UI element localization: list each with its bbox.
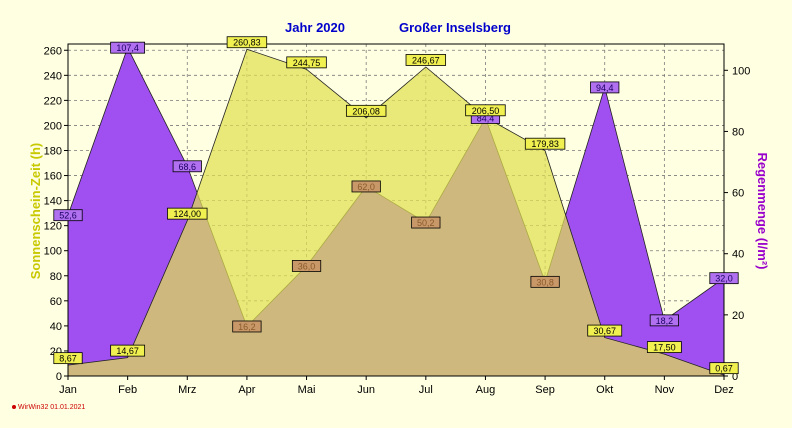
sunshine-data-label: 17,50 xyxy=(653,343,676,353)
y-left-tick-label: 100 xyxy=(44,246,62,258)
sunshine-data-label-box xyxy=(465,104,506,117)
y-left-tick-label: 160 xyxy=(44,171,62,183)
rain-data-label: 84,4 xyxy=(477,113,495,123)
rain-data-label: 68,6 xyxy=(179,162,197,172)
rain-data-label-box xyxy=(590,81,620,94)
rain-data-label-box xyxy=(53,209,83,222)
y-left-tick-label: 60 xyxy=(50,296,62,308)
rain-data-label: 32,0 xyxy=(715,274,733,284)
sunshine-data-label: 14,67 xyxy=(116,346,139,356)
rain-data-label: 52,6 xyxy=(59,211,77,221)
sunshine-area xyxy=(67,48,725,377)
sunshine-data-label: 206,08 xyxy=(352,106,380,116)
chart-subtitle: Großer Inselsberg xyxy=(399,20,511,35)
footer-text: WirWin32 01.01.2021 xyxy=(18,404,85,411)
rain-data-label-box xyxy=(709,272,739,285)
rain-data-label: 107,4 xyxy=(116,43,139,53)
sunshine-data-label: 206,50 xyxy=(472,106,500,116)
x-tick-label: Okt xyxy=(596,384,613,396)
y-right-tick-label: 100 xyxy=(732,65,750,77)
x-tick-label: Mai xyxy=(298,384,316,396)
data-labels: 52,6 107,4 68,6 16,2 36,0 62,0 50,2 84,4 30,8 94,… xyxy=(53,36,739,375)
x-tick-label: Apr xyxy=(238,384,255,396)
x-tick-label: Jan xyxy=(59,384,77,396)
rain-data-label-box xyxy=(232,320,262,333)
rain-data-label: 16,2 xyxy=(238,322,256,332)
x-tick-label: Sep xyxy=(535,384,555,396)
rain-data-label-box xyxy=(411,216,441,229)
x-tick-label: Jun xyxy=(357,384,375,396)
x-tick-label: Nov xyxy=(655,384,675,396)
sunshine-data-label: 124,00 xyxy=(174,209,202,219)
y-left-tick-label: 180 xyxy=(44,145,62,157)
rain-data-label: 50,2 xyxy=(417,218,435,228)
sunshine-data-label: 0,67 xyxy=(715,364,733,374)
y-right-tick-label: 80 xyxy=(732,126,744,138)
y-right-tick-label: 40 xyxy=(732,249,744,261)
y-axis-right-label: Regenmenge (l/m²) xyxy=(755,152,770,269)
sunshine-data-label-box xyxy=(345,104,387,117)
rain-data-label-box xyxy=(172,160,202,173)
y-left-tick-label: 200 xyxy=(44,120,62,132)
y-left-tick-label: 260 xyxy=(44,45,62,57)
rain-data-label: 18,2 xyxy=(656,316,674,326)
rain-data-label-box xyxy=(649,314,679,327)
x-tick-label: Feb xyxy=(118,384,137,396)
sunshine-data-label: 8,67 xyxy=(59,354,77,364)
sunshine-data-label-box xyxy=(53,352,83,365)
sunshine-data-label-box xyxy=(167,207,208,220)
y-right-tick-label: 0 xyxy=(732,371,738,383)
x-tick-label: Aug xyxy=(476,384,496,396)
y-left-tick-label: 120 xyxy=(44,221,62,233)
rain-data-label-box xyxy=(110,41,146,54)
sunshine-data-label: 30,67 xyxy=(593,326,616,336)
sunshine-data-label: 244,75 xyxy=(293,58,321,68)
rain-data-label-box xyxy=(351,180,381,193)
y-left-tick-label: 220 xyxy=(44,95,62,107)
sunshine-data-label-box xyxy=(646,341,682,353)
sunshine-data-label-box xyxy=(286,56,327,69)
y-left-tick-label: 0 xyxy=(56,371,62,383)
rain-data-label-box xyxy=(530,275,560,288)
y-axis-left-label: Sonnenschein-Zeit (h) xyxy=(28,143,43,280)
y-left-tick-label: 80 xyxy=(50,271,62,283)
axes: 0204060801001201401601802002202402600204… xyxy=(44,45,751,396)
x-tick-label: Mrz xyxy=(178,384,196,396)
sunshine-data-label: 246,67 xyxy=(412,55,440,65)
sunshine-data-label-box xyxy=(524,137,566,150)
sunshine-data-label-box xyxy=(110,344,146,357)
x-tick-label: Dez xyxy=(714,384,734,396)
rain-data-label-box xyxy=(291,260,322,272)
sunshine-data-label-box xyxy=(709,362,739,375)
y-left-tick-label: 40 xyxy=(50,321,62,333)
chart-title: Jahr 2020 xyxy=(285,20,345,35)
sunshine-data-label: 179,83 xyxy=(531,139,559,149)
x-tick-label: Jul xyxy=(419,384,433,396)
rain-data-label: 94,4 xyxy=(596,83,614,93)
y-right-tick-label: 20 xyxy=(732,310,744,322)
sunshine-data-label-box xyxy=(405,54,447,66)
sunshine-data-label-box xyxy=(587,324,623,337)
rain-data-label: 36,0 xyxy=(298,261,316,271)
rain-data-label: 62,0 xyxy=(357,182,375,192)
sunshine-data-label: 260,83 xyxy=(233,38,261,48)
y-left-tick-label: 140 xyxy=(44,196,62,208)
y-left-tick-label: 240 xyxy=(44,70,62,82)
sunshine-data-label-box xyxy=(226,36,268,49)
y-right-tick-label: 60 xyxy=(732,188,744,200)
footer-icon xyxy=(12,405,16,409)
rain-data-label: 30,8 xyxy=(536,277,554,287)
